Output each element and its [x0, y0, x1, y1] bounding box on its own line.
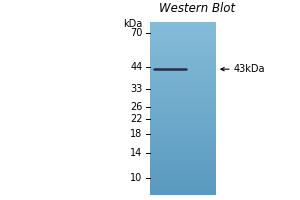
Text: 26: 26: [130, 102, 142, 112]
Text: kDa: kDa: [123, 19, 142, 29]
Text: 18: 18: [130, 129, 142, 139]
Text: 14: 14: [130, 148, 142, 158]
Text: 10: 10: [130, 173, 142, 183]
Text: 22: 22: [130, 114, 142, 124]
Text: Western Blot: Western Blot: [160, 2, 236, 15]
Text: 43kDa: 43kDa: [233, 64, 265, 74]
Text: 70: 70: [130, 28, 142, 38]
Text: 33: 33: [130, 84, 142, 94]
Text: 44: 44: [130, 62, 142, 72]
